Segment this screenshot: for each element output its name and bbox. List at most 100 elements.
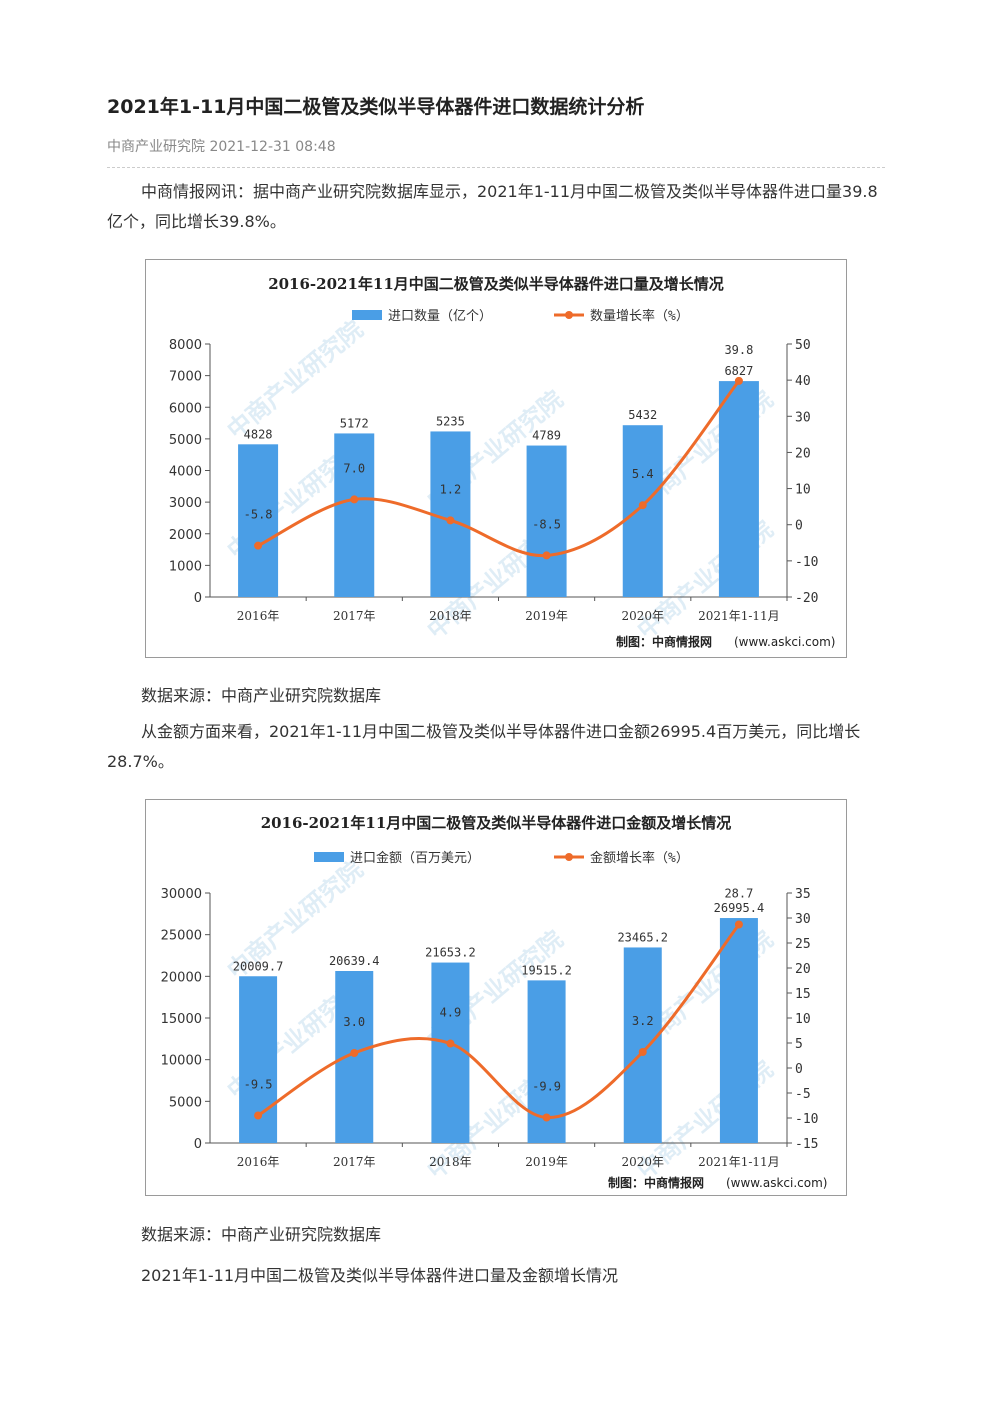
bar-label: 4828 <box>244 427 273 441</box>
rate-label: -9.5 <box>244 1078 273 1092</box>
y-tick-label: 0 <box>194 1137 202 1152</box>
rate-label: 5.4 <box>632 467 654 481</box>
bar <box>430 431 471 597</box>
legend-line-marker <box>565 853 573 861</box>
line-point <box>350 495 359 504</box>
y-tick-label: 10000 <box>161 1054 202 1069</box>
y2-tick-label: 25 <box>795 937 811 952</box>
bar-label: 19515.2 <box>521 963 572 977</box>
y-tick-label: 0 <box>194 591 202 606</box>
rate-label: 7.0 <box>343 461 365 475</box>
x-tick-label: 2021年1-11月 <box>698 609 780 623</box>
rate-label: 1.2 <box>440 482 462 496</box>
line-point <box>542 551 551 560</box>
x-tick-label: 2019年 <box>525 609 568 623</box>
bar-label: 5235 <box>436 414 465 428</box>
line-point <box>638 501 647 510</box>
x-tick-label: 2016年 <box>237 609 280 623</box>
y2-tick-label: -10 <box>795 555 818 570</box>
amount-chart-frame: 中商产业研究院 中商产业研究院 中商产业研究院 中商产业研究院 中商产业研究院 中商产业研… <box>145 799 847 1196</box>
source-caption-1: 数据来源：中商产业研究院数据库 <box>141 686 382 705</box>
y-tick-label: 4000 <box>169 465 202 480</box>
legend-line-label: 金额增长率（%） <box>590 850 689 866</box>
bar <box>718 381 759 597</box>
bar-label: 26995.4 <box>714 901 765 915</box>
legend-line-label: 数量增长率（%） <box>590 308 689 324</box>
y2-tick-label: 20 <box>795 446 811 461</box>
x-tick-label: 2017年 <box>333 1155 376 1169</box>
x-tick-label: 2020年 <box>621 609 664 623</box>
x-tick-label: 2016年 <box>237 1155 280 1169</box>
x-tick-label: 2018年 <box>429 1155 472 1169</box>
y-tick-label: 30000 <box>161 887 202 902</box>
y-tick-label: 5000 <box>169 433 202 448</box>
rate-label: -9.9 <box>532 1080 561 1094</box>
intro-paragraph: 中商情报网讯：据中商产业研究院数据库显示，2021年1-11月中国二极管及类似半… <box>107 182 878 231</box>
y-tick-label: 1000 <box>169 559 202 574</box>
y2-tick-label: 40 <box>795 374 811 389</box>
y-tick-label: 5000 <box>169 1095 202 1110</box>
chart-credit-url: (www.askci.com) <box>726 1176 827 1190</box>
bar-label: 4789 <box>532 429 561 443</box>
line-point <box>734 376 743 385</box>
x-tick-label: 2021年1-11月 <box>698 1155 780 1169</box>
bar <box>334 433 375 597</box>
rate-label: 3.0 <box>343 1015 365 1029</box>
footer-heading: 2021年1-11月中国二极管及类似半导体器件进口量及金额增长情况 <box>141 1266 619 1285</box>
bar-label: 5432 <box>628 408 657 422</box>
rate-label: 4.9 <box>440 1006 462 1020</box>
y2-tick-label: 35 <box>795 887 811 902</box>
line-point <box>638 1048 647 1056</box>
y2-tick-label: 15 <box>795 987 811 1002</box>
x-tick-label: 2018年 <box>429 609 472 623</box>
bar-label: 20639.4 <box>329 954 380 968</box>
bar <box>719 918 758 1143</box>
quantity-chart-frame: 中商产业研究院 中商产业研究院 中商产业研究院 中商产业研究院 中商产业研究院 中商产业研… <box>145 259 847 658</box>
line-point <box>254 1111 263 1120</box>
line-point <box>734 920 743 929</box>
bar-label: 5172 <box>340 416 369 430</box>
growth-rate-line <box>257 379 741 557</box>
article-meta: 中商产业研究院 2021-12-31 08:48 <box>107 139 336 155</box>
rate-label: 3.2 <box>632 1014 654 1028</box>
bar <box>622 425 663 597</box>
y2-tick-label: 0 <box>795 1062 803 1077</box>
bar-label: 21653.2 <box>425 946 476 960</box>
chart-credit-url: (www.askci.com) <box>734 635 835 649</box>
y2-tick-label: 20 <box>795 962 811 977</box>
line-point <box>254 541 263 550</box>
bar <box>623 947 662 1143</box>
legend-line-marker <box>565 311 573 319</box>
y-tick-label: 7000 <box>169 370 202 385</box>
chart-title: 2016-2021年11月中国二极管及类似半导体器件进口量及增长情况 <box>268 275 724 293</box>
y2-tick-label: 30 <box>795 410 811 425</box>
y-tick-label: 6000 <box>169 401 202 416</box>
legend-bar-swatch <box>314 852 344 862</box>
y-tick-label: 8000 <box>169 338 202 353</box>
growth-rate-line <box>257 923 741 1120</box>
y-tick-label: 20000 <box>161 970 202 985</box>
divider <box>107 167 885 168</box>
rate-label: -5.8 <box>244 508 273 522</box>
rate-label: 28.7 <box>724 887 753 901</box>
chart-credit: 制图：中商情报网 <box>616 634 712 649</box>
x-tick-label: 2019年 <box>525 1155 568 1169</box>
legend-bar-label: 进口数量（亿个） <box>388 309 492 324</box>
legend-bar-label: 进口金额（百万美元） <box>350 850 480 866</box>
line-point <box>350 1049 359 1057</box>
y2-tick-label: -15 <box>795 1137 818 1152</box>
y2-tick-label: -10 <box>795 1112 818 1127</box>
y2-tick-label: 30 <box>795 912 811 927</box>
x-tick-label: 2017年 <box>333 609 376 623</box>
rate-label: 39.8 <box>724 343 753 357</box>
chart-title: 2016-2021年11月中国二极管及类似半导体器件进口金额及增长情况 <box>261 814 732 832</box>
bar <box>335 971 374 1143</box>
y2-tick-label: 10 <box>795 483 811 498</box>
bar-label: 20009.7 <box>233 959 284 973</box>
bar-label: 23465.2 <box>617 930 668 944</box>
bar <box>526 445 567 597</box>
article-title: 2021年1-11月中国二极管及类似半导体器件进口数据统计分析 <box>107 96 645 118</box>
y2-tick-label: 10 <box>795 1012 811 1027</box>
